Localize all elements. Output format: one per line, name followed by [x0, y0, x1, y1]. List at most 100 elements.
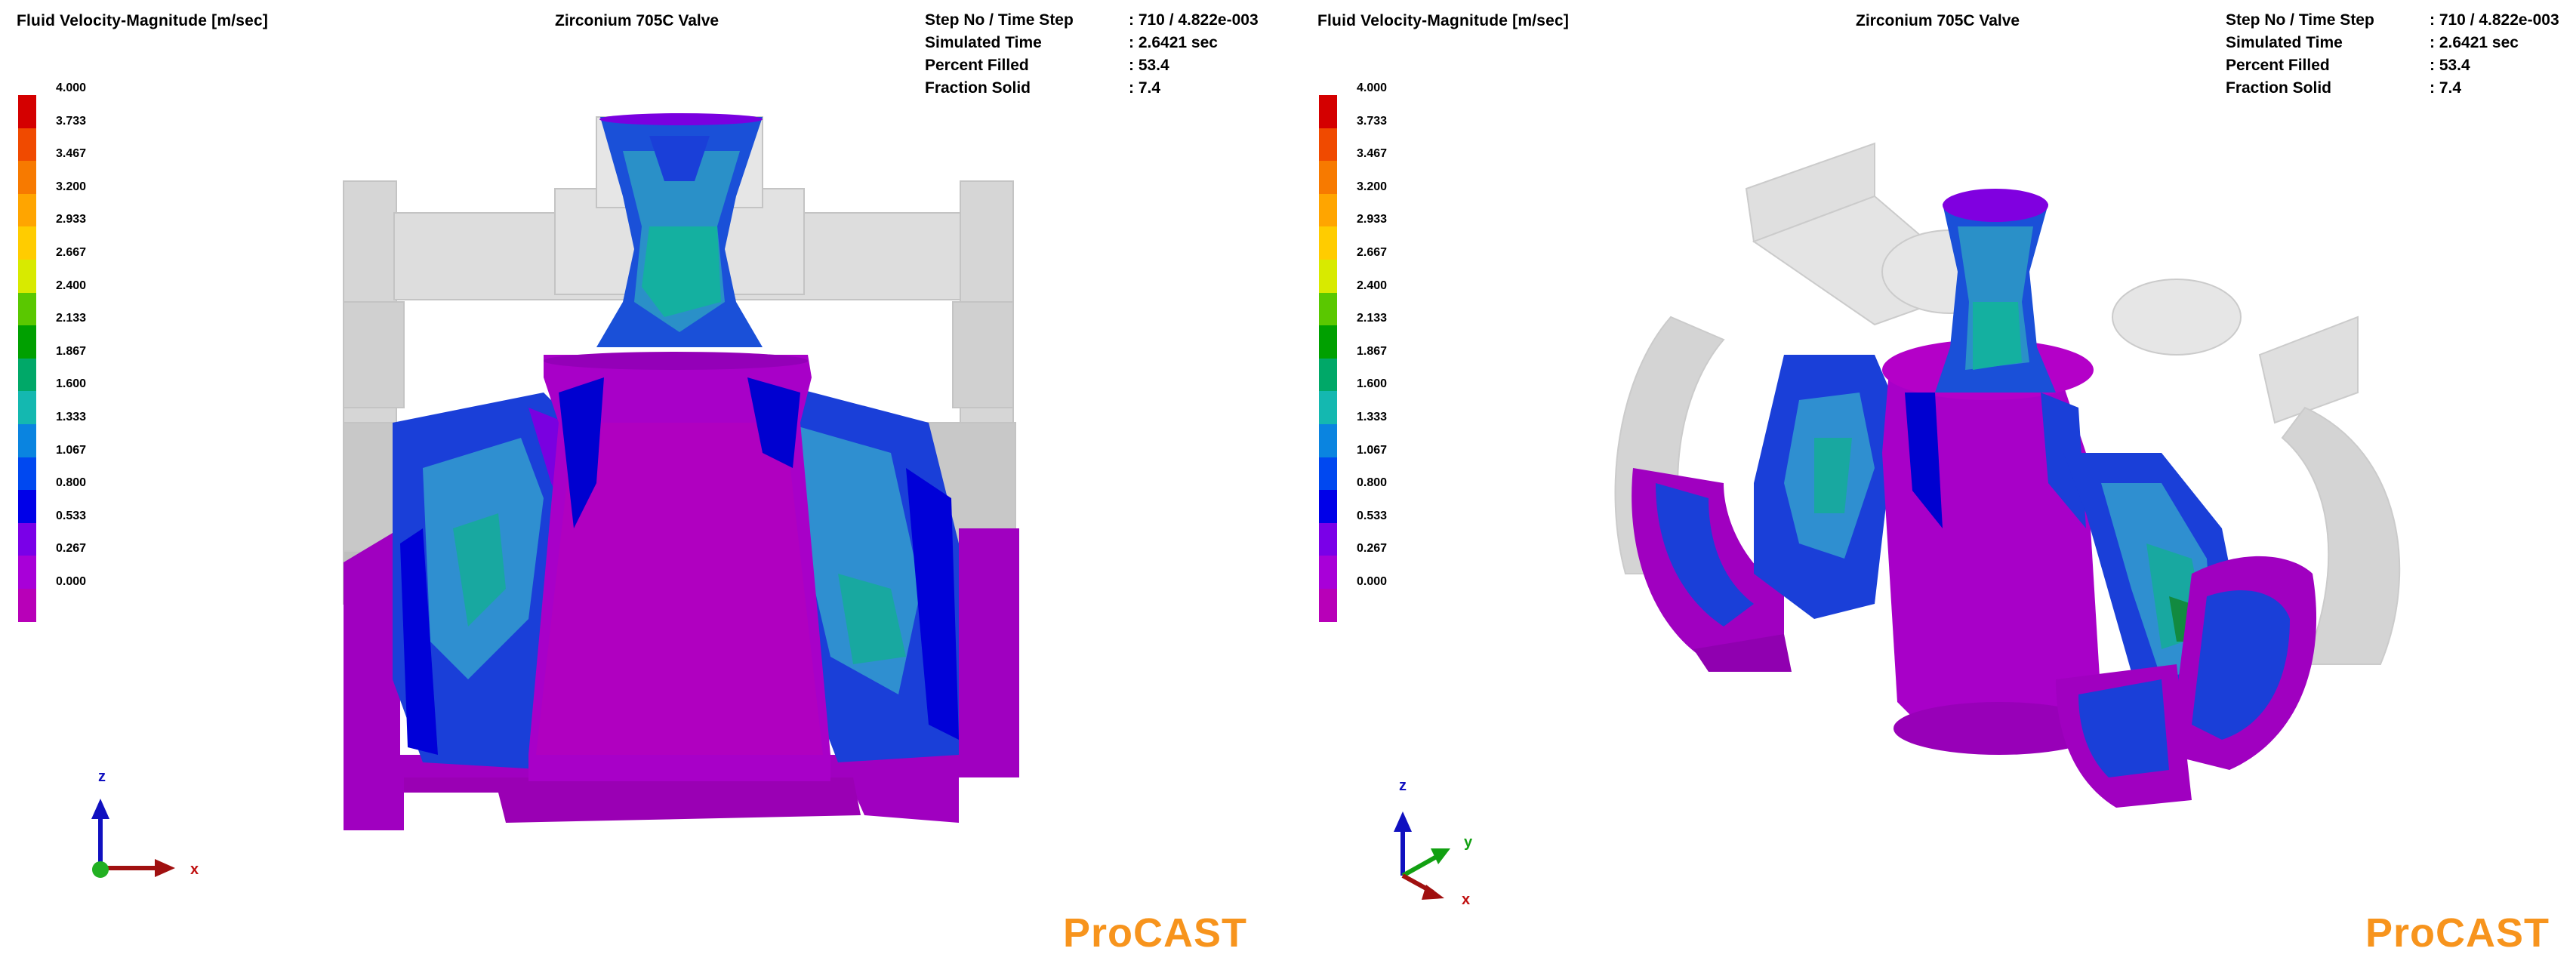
- axis-label-y: y: [1464, 834, 1473, 851]
- info-row-solid: Fraction Solid: 7.4: [2226, 77, 2559, 100]
- legend-tick-label: 1.867: [1357, 344, 1388, 358]
- axis-label-z: z: [98, 768, 106, 785]
- info-row-time: Simulated Time : 2.6421 sec: [2226, 32, 2559, 54]
- axis-label-z: z: [1399, 777, 1407, 794]
- axis-label-x: x: [190, 861, 199, 878]
- legend-tick-label: 2.667: [1357, 246, 1388, 259]
- right-viewport[interactable]: Fluid Velocity-Magnitude [m/sec] Zirconi…: [1301, 0, 2576, 976]
- legend-swatch: [18, 292, 36, 326]
- info-value: : 710 / 4.822e-003: [1129, 11, 1259, 29]
- legend-tick-label: 0.533: [1357, 509, 1388, 522]
- z-arrowhead: [91, 799, 109, 819]
- info-value: : 7.4: [2430, 79, 2462, 97]
- axis-triad: [91, 799, 175, 878]
- info-label: Percent Filled: [2226, 57, 2330, 74]
- info-value: : 2.6421 sec: [2430, 34, 2519, 51]
- legend-tick-label: 1.600: [1357, 377, 1388, 391]
- info-value: : 2.6421 sec: [1129, 34, 1218, 51]
- simulation-title: Zirconium 705C Valve: [555, 12, 719, 29]
- left-viewport[interactable]: Fluid Velocity-Magnitude [m/sec] Zirconi…: [0, 0, 1288, 976]
- legend-swatch: [1319, 128, 1337, 162]
- legend-tick-label: 1.333: [56, 411, 87, 423]
- legend-swatches: [1319, 95, 1337, 622]
- fluid-left-cup: [1632, 468, 1792, 672]
- legend-tick-label: 3.200: [56, 180, 87, 193]
- simulation-info: Step No / Time Step : 710 / 4.822e-003 Si…: [2226, 9, 2559, 100]
- legend-swatch: [1319, 522, 1337, 556]
- legend-swatch: [18, 128, 36, 162]
- legend-tick-label: 0.267: [1357, 542, 1388, 556]
- legend-swatch: [18, 588, 36, 622]
- y-origin-dot: [92, 861, 109, 878]
- legend-tick-label: 3.733: [56, 114, 87, 128]
- legend-tick-label: 1.867: [56, 344, 87, 358]
- legend-tick-label: 1.333: [1357, 411, 1388, 423]
- info-value: : 53.4: [1129, 57, 1169, 74]
- x-arrowhead: [1422, 885, 1444, 900]
- legend-tick-label: 3.200: [1357, 180, 1388, 193]
- legend-swatch: [1319, 457, 1337, 491]
- info-label: Percent Filled: [925, 57, 1029, 74]
- legend-tick-label: 3.467: [1357, 147, 1388, 161]
- legend-swatch: [18, 358, 36, 392]
- simulation-title: Zirconium 705C Valve: [1856, 12, 2020, 29]
- legend-swatch: [18, 95, 36, 128]
- legend-tick-label: 2.133: [56, 312, 87, 325]
- legend-tick-label: 0.800: [56, 476, 87, 490]
- legend-swatch: [1319, 226, 1337, 260]
- legend-swatch: [18, 423, 36, 457]
- legend-tick-label: 1.067: [56, 443, 87, 457]
- legend-swatches: [18, 95, 36, 622]
- legend-swatch: [18, 490, 36, 523]
- legend-swatch: [1319, 423, 1337, 457]
- simulation-info: Step No / Time Step : 710 / 4.822e-003 Si…: [925, 9, 1259, 100]
- info-row-step: Step No / Time Step : 710 / 4.822e-003: [925, 9, 1259, 32]
- fluid-right-cup: [2056, 556, 2317, 808]
- legend-swatch: [18, 522, 36, 556]
- legend-tick-label: 0.267: [56, 542, 87, 556]
- z-arrowhead: [1394, 811, 1412, 832]
- legend-swatch: [1319, 259, 1337, 293]
- legend-swatch: [1319, 193, 1337, 227]
- legend-swatch: [1319, 325, 1337, 359]
- procast-logo: ProCAST: [2365, 910, 2550, 956]
- info-value: : 7.4: [1129, 79, 1161, 97]
- fluid-center-body: [528, 352, 830, 781]
- fluid-right-flank: [755, 377, 959, 762]
- axis-label-x: x: [1462, 891, 1470, 908]
- info-row-time: Simulated Time : 2.6421 sec: [925, 32, 1259, 54]
- legend-swatch: [1319, 556, 1337, 589]
- info-label: Simulated Time: [925, 34, 1042, 51]
- info-label: Step No / Time Step: [2226, 11, 2374, 29]
- info-value: : 53.4: [2430, 57, 2470, 74]
- fluid-left-flank: [393, 393, 581, 770]
- legend-swatch: [1319, 391, 1337, 424]
- legend-swatch: [1319, 588, 1337, 622]
- legend-swatch: [18, 193, 36, 227]
- legend-swatch: [18, 259, 36, 293]
- valve-iso-view[interactable]: z y x: [1301, 0, 2576, 976]
- legend-tick-label: 0.000: [1357, 575, 1388, 588]
- legend-tick-label: 2.400: [1357, 279, 1388, 292]
- info-label: Step No / Time Step: [925, 11, 1074, 29]
- legend-tick-label: 2.400: [56, 279, 87, 292]
- legend-tick-label: 1.600: [56, 377, 87, 391]
- axis-triad: [1394, 811, 1450, 900]
- info-label: Simulated Time: [2226, 34, 2343, 51]
- info-row-filled: Percent Filled : 53.4: [2226, 54, 2559, 77]
- legend-tick-label: 3.467: [56, 147, 87, 161]
- info-row-step: Step No / Time Step : 710 / 4.822e-003: [2226, 9, 2559, 32]
- legend-swatch: [1319, 490, 1337, 523]
- info-label: Fraction Solid: [925, 79, 1031, 97]
- info-value: : 710 / 4.822e-003: [2430, 11, 2559, 29]
- legend-tick-label: 0.000: [56, 575, 87, 588]
- legend-tick-label: 2.667: [56, 246, 87, 259]
- legend-swatch: [1319, 95, 1337, 128]
- legend-tick-label: 2.933: [1357, 213, 1388, 226]
- info-row-solid: Fraction Solid : 7.4: [925, 77, 1259, 100]
- fluid-left-wing: [1754, 355, 1897, 619]
- legend-swatch: [18, 556, 36, 589]
- fluid-sprue: [1935, 189, 2056, 393]
- valve-front-view[interactable]: z x: [0, 0, 1288, 976]
- legend-swatch: [18, 325, 36, 359]
